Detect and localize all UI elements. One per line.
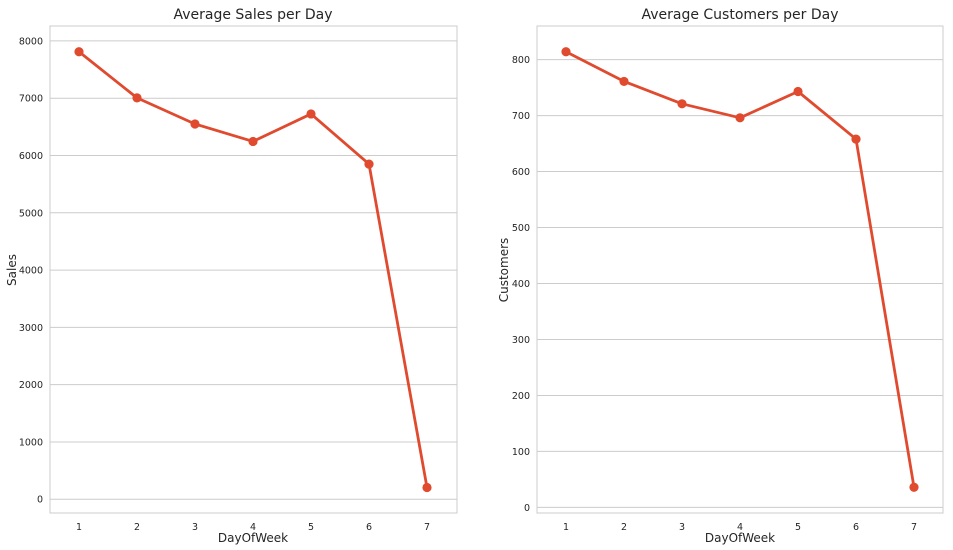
data-point [190, 119, 200, 129]
y-tick-label: 6000 [19, 151, 43, 162]
y-tick-label: 800 [512, 55, 530, 66]
y-tick-label: 8000 [19, 36, 43, 47]
y-tick-label: 3000 [19, 323, 43, 334]
data-point [248, 136, 258, 147]
data-point [306, 109, 316, 119]
x-tick-label: 4 [250, 522, 256, 533]
y-tick-label: 7000 [19, 94, 43, 105]
y-tick-label: 0 [524, 503, 530, 514]
data-point [132, 93, 142, 103]
y-tick-label: 2000 [19, 380, 43, 391]
plot-frame [536, 25, 944, 514]
y-axis-label: Customers [497, 238, 511, 303]
data-point [364, 159, 374, 169]
y-tick-labels: 0 100 200 300 400 500 600 700 800 [512, 55, 530, 514]
y-tick-label: 0 [37, 495, 43, 506]
x-tick-label: 7 [911, 522, 917, 533]
x-tick-label: 5 [308, 522, 314, 533]
x-tick-label: 1 [563, 522, 569, 533]
x-axis-label: DayOfWeek [705, 531, 775, 545]
x-tick-labels: 1 2 3 4 5 6 7 [76, 522, 430, 533]
data-points [74, 47, 432, 493]
data-point [422, 482, 432, 493]
y-tick-label: 700 [512, 111, 530, 122]
data-point [619, 76, 629, 87]
data-point [561, 47, 571, 57]
x-tick-label: 5 [795, 522, 801, 533]
x-tick-label: 4 [737, 522, 743, 533]
x-tick-labels: 1 2 3 4 5 6 7 [563, 522, 917, 533]
y-tick-label: 1000 [19, 437, 43, 448]
y-tick-label: 500 [512, 223, 530, 234]
data-point [909, 482, 919, 492]
x-tick-label: 2 [134, 522, 140, 533]
y-tick-label: 100 [512, 447, 530, 458]
x-tick-label: 2 [621, 522, 627, 533]
x-tick-label: 3 [192, 522, 198, 533]
y-tick-label: 5000 [19, 208, 43, 219]
y-tick-label: 4000 [19, 266, 43, 277]
x-axis-label: DayOfWeek [218, 531, 288, 545]
y-tick-label: 400 [512, 279, 530, 290]
x-tick-label: 1 [76, 522, 82, 533]
chart-title: Average Customers per Day [641, 7, 838, 23]
grid-lines [537, 59, 943, 508]
customers-chart: Average Customers per Day 0 100 200 300 400 5… [497, 7, 944, 545]
y-tick-label: 600 [512, 167, 530, 178]
x-tick-label: 7 [424, 522, 430, 533]
data-point [677, 99, 687, 109]
chart-title: Average Sales per Day [173, 7, 332, 23]
y-tick-label: 200 [512, 391, 530, 402]
x-tick-label: 3 [679, 522, 685, 533]
plot-frame [49, 25, 458, 514]
data-point [851, 134, 861, 144]
data-points [561, 47, 919, 492]
sales-chart: Average Sales per Day 0 1000 2000 3000 4000 5… [5, 7, 458, 545]
x-tick-label: 6 [366, 522, 372, 533]
y-tick-label: 300 [512, 335, 530, 346]
x-tick-label: 6 [853, 522, 859, 533]
y-tick-labels: 0 1000 2000 3000 4000 5000 6000 7000 8000 [19, 36, 43, 505]
data-point [793, 86, 803, 97]
data-point [735, 113, 745, 123]
grid-lines [50, 40, 457, 500]
y-axis-label: Sales [5, 254, 19, 286]
data-point [74, 47, 84, 57]
